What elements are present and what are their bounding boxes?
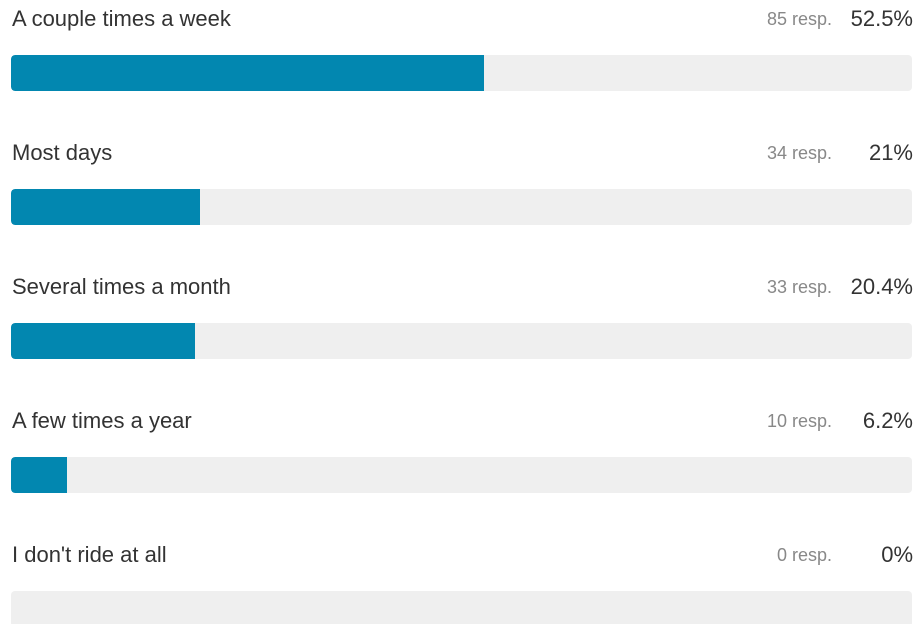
response-count: 0 resp.: [776, 545, 832, 565]
response-count: 34 resp.: [766, 143, 832, 163]
bar-track: [11, 323, 912, 359]
percentage-value: 52.5%: [850, 6, 913, 31]
percentage-value: 0%: [881, 542, 913, 567]
option-label: A few times a year: [12, 408, 192, 433]
bar-fill: [11, 457, 67, 493]
result-row: A few times a year 10 resp. 6.2%: [0, 402, 917, 502]
percentage-value: 6.2%: [862, 408, 913, 433]
option-label: Most days: [12, 140, 113, 165]
bar-fill: [11, 323, 195, 359]
response-count: 33 resp.: [766, 277, 832, 297]
response-count: 10 resp.: [766, 411, 832, 431]
bar-fill: [11, 55, 485, 91]
bar-track: [11, 55, 912, 91]
percentage-value: 21%: [868, 140, 913, 165]
response-count: 85 resp.: [766, 9, 832, 29]
bar-track: [11, 457, 912, 493]
option-label: Several times a month: [12, 274, 231, 299]
result-row: A couple times a week 85 resp. 52.5%: [0, 0, 917, 100]
bar-fill: [11, 189, 201, 225]
result-row: I don't ride at all 0 resp. 0%: [0, 536, 917, 624]
option-label: I don't ride at all: [12, 542, 167, 567]
bar-track: [11, 189, 912, 225]
option-label: A couple times a week: [12, 6, 231, 31]
bar-track: [11, 591, 912, 624]
result-row: Most days 34 resp. 21%: [0, 134, 917, 234]
percentage-value: 20.4%: [850, 274, 913, 299]
result-row: Several times a month 33 resp. 20.4%: [0, 268, 917, 368]
